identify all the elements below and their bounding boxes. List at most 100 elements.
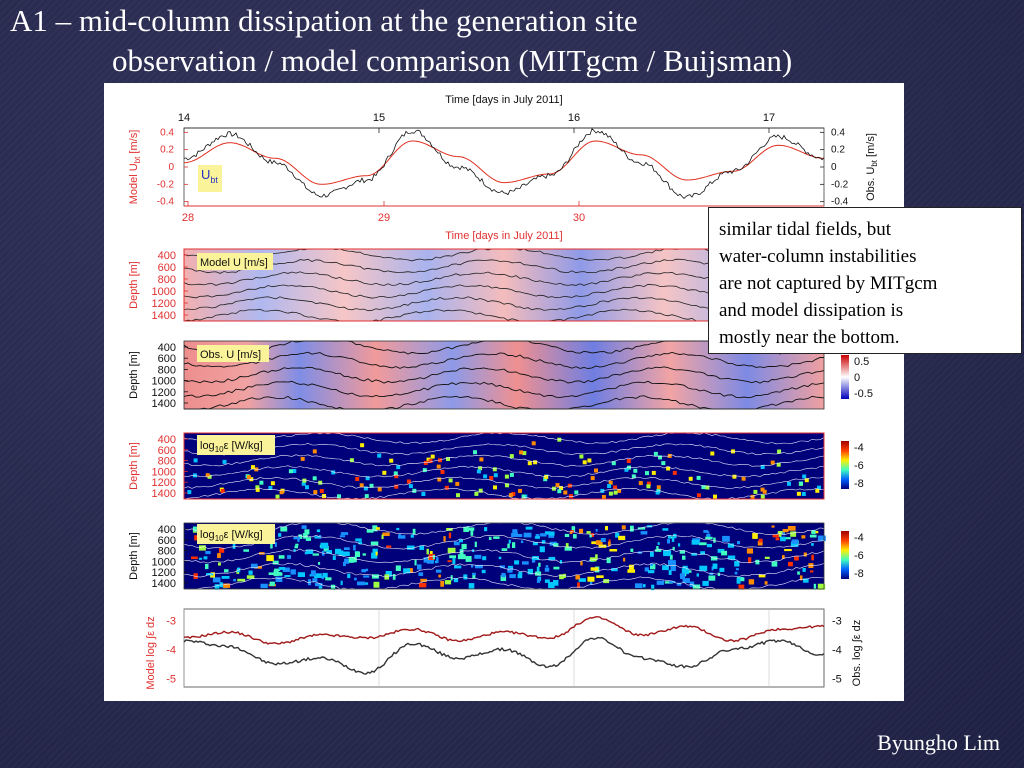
isopycnal-line	[183, 380, 825, 399]
eps-patch	[803, 552, 807, 557]
eps-patch	[775, 537, 780, 541]
eps-patch	[777, 531, 785, 535]
eps-patch	[579, 528, 584, 534]
model-eps-inset-label: log10ε [W/kg]	[200, 440, 263, 454]
eps-patch	[509, 454, 514, 459]
obs-eps-colorbar-ticks: -4 -6 -8	[854, 532, 864, 580]
eps-patch	[237, 578, 246, 582]
colorbar-tick-label: -4	[854, 532, 864, 544]
eps-patch	[706, 543, 712, 548]
eps-patch	[515, 532, 518, 536]
eps-patch	[452, 558, 456, 564]
eps-patch	[447, 547, 456, 553]
eps-patch	[287, 555, 291, 559]
int-eps-gridlines	[183, 609, 770, 687]
eps-patch	[266, 555, 274, 562]
depth-tick-label: 800	[158, 456, 176, 468]
ubt-right-tick-label: 0	[831, 162, 837, 173]
eps-patch	[372, 525, 378, 532]
eps-patch	[392, 574, 396, 580]
isopycnal-line	[183, 548, 825, 564]
eps-patch	[326, 550, 332, 554]
eps-patch	[382, 470, 387, 475]
eps-patch	[349, 458, 354, 463]
eps-patch	[193, 573, 198, 579]
eps-patch	[423, 460, 428, 465]
eps-patch	[273, 570, 279, 577]
ubt-axes-frame	[183, 127, 825, 207]
ubt-right-ylabel: Obs. Ubt [m/s]	[865, 133, 879, 201]
eps-patch	[571, 526, 576, 532]
obs-eps-label-box	[197, 524, 275, 544]
eps-patch	[436, 557, 439, 563]
eps-patch	[223, 583, 231, 588]
depth-tick-label: 1400	[152, 310, 176, 322]
eps-patch	[776, 462, 781, 467]
eps-patch	[682, 555, 686, 560]
eps-patch	[509, 472, 514, 477]
eps-patch	[638, 481, 643, 486]
eps-patch	[713, 537, 716, 543]
colorbar-tick-label: -8	[854, 568, 864, 580]
eps-patch	[353, 556, 357, 563]
eps-patch	[753, 489, 758, 494]
eps-patch	[626, 459, 631, 463]
eps-patch	[203, 556, 208, 560]
eps-patch	[412, 488, 417, 493]
eps-patch	[590, 567, 599, 571]
eps-patch	[355, 477, 360, 481]
eps-patch	[396, 465, 401, 470]
eps-patch	[784, 537, 791, 540]
eps-patch	[631, 474, 636, 479]
eps-patch	[679, 550, 685, 554]
eps-patch	[521, 494, 526, 499]
eps-patch	[313, 490, 318, 495]
eps-patch	[578, 578, 586, 582]
eps-patch	[436, 464, 441, 469]
eps-patch	[465, 556, 472, 562]
eps-patch	[305, 485, 309, 490]
eps-patch	[418, 582, 427, 588]
isopycnal-line	[183, 442, 825, 456]
obs-u-frame	[183, 340, 825, 410]
eps-patch	[275, 576, 283, 582]
eps-patch	[343, 547, 350, 550]
eps-patch	[384, 574, 390, 580]
callout-line-5: mostly near the bottom.	[719, 327, 900, 348]
eps-patch	[600, 538, 606, 542]
ubt-obs-line	[183, 128, 825, 199]
eps-patch	[305, 537, 311, 541]
depth-tick-label: 400	[158, 250, 176, 262]
ubt-left-tick-label: -0.4	[157, 197, 175, 208]
eps-patch	[717, 548, 725, 553]
eps-patch	[700, 551, 705, 555]
eps-patch	[624, 467, 629, 472]
eps-patch	[533, 460, 538, 465]
eps-patch	[540, 533, 547, 537]
eps-patch	[623, 557, 626, 562]
eps-patch	[457, 554, 466, 560]
ubt-right-tick-label: 0.2	[831, 145, 845, 156]
eps-patch	[193, 473, 197, 478]
eps-patch	[362, 553, 366, 556]
eps-patch	[298, 534, 303, 539]
colorbar-tick-label: 0	[854, 372, 860, 384]
eps-patch	[738, 584, 745, 590]
eps-patch	[484, 527, 488, 532]
depth-tick-label: 600	[158, 353, 176, 365]
eps-patch	[501, 572, 506, 578]
slide-title-line-1: A1 – mid-column dissipation at the gener…	[10, 3, 638, 38]
eps-patch	[344, 558, 350, 564]
eps-patch	[534, 536, 540, 539]
eps-patch	[587, 576, 595, 582]
eps-patch	[295, 543, 299, 546]
eps-patch	[595, 554, 598, 560]
eps-patch	[274, 568, 281, 571]
bottom-time-ticks: 28 29 30	[182, 201, 585, 224]
eps-patch	[544, 474, 549, 479]
model-u-inset-label: Model U [m/s]	[200, 257, 268, 269]
obs-eps-ylabel: Depth [m]	[128, 532, 140, 580]
eps-patch	[193, 526, 197, 532]
